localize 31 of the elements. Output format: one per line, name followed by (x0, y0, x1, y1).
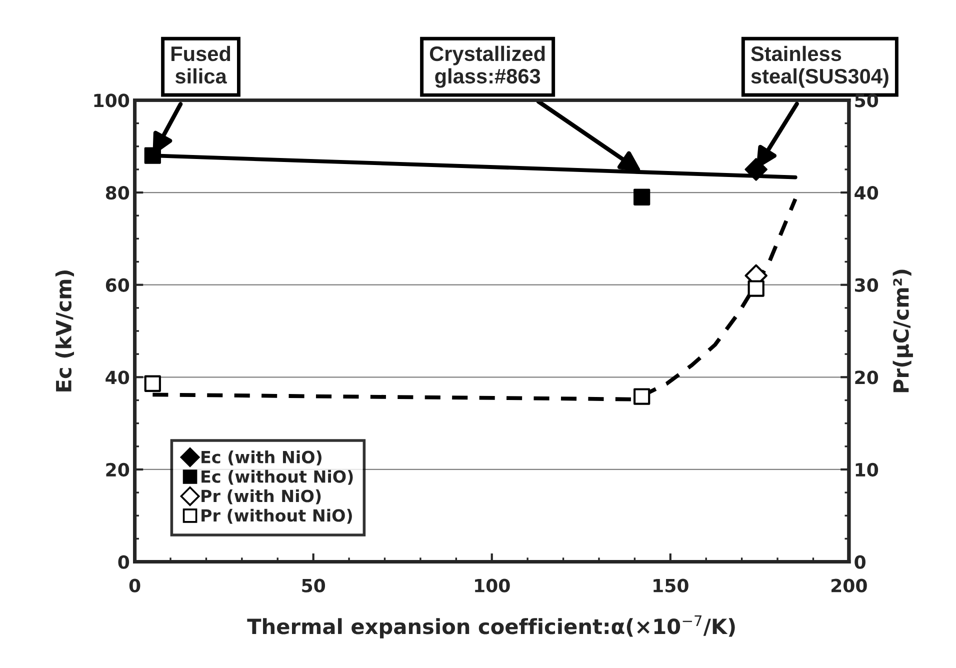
y-tick-label: 80 (106, 186, 130, 200)
x-tick-label: 50 (302, 578, 326, 592)
y2-tick-label: 30 (854, 278, 878, 292)
point (748, 280, 764, 297)
x-tick-label: 200 (832, 578, 867, 592)
y-tick-label: 40 (106, 370, 130, 384)
legend-label: Ec (without NiO) (202, 470, 353, 485)
legend-label: Pr (with NiO) (202, 489, 321, 504)
y2-tick-label: 50 (855, 94, 878, 108)
y-axis-title: Ec (kV/cm) (55, 270, 74, 392)
y-tick-label: 60 (106, 278, 130, 292)
point (144, 375, 161, 392)
y2-tick-label: 0 (854, 555, 866, 569)
annotation: Fused silica (171, 46, 230, 84)
legend-label: Ec (with NiO) (202, 450, 322, 466)
annotation: Crystallized glass:#863 (430, 46, 545, 88)
y-tick-label: 20 (106, 462, 130, 477)
x-tick-label: 100 (475, 578, 510, 592)
y-tick-label: 0 (118, 555, 130, 569)
annotation: Stainless steal(SUS304) (751, 46, 888, 88)
legend-label: Pr (without NiO) (202, 508, 352, 524)
x-axis-title: Thermal expansion coefficient:α(×10$^{−7}$/K) (247, 615, 735, 638)
y2-axis-title: Pr(μC/cm²) (892, 270, 913, 392)
point (634, 388, 650, 405)
y-tick-label: 100 (94, 94, 130, 108)
x-tick-label: 150 (654, 578, 688, 592)
y2-tick-label: 10 (856, 462, 878, 477)
x-tick-label: 0 (129, 578, 140, 592)
y2-tick-label: 40 (854, 186, 878, 200)
y2-tick-label: 20 (855, 370, 878, 384)
point (634, 188, 650, 206)
